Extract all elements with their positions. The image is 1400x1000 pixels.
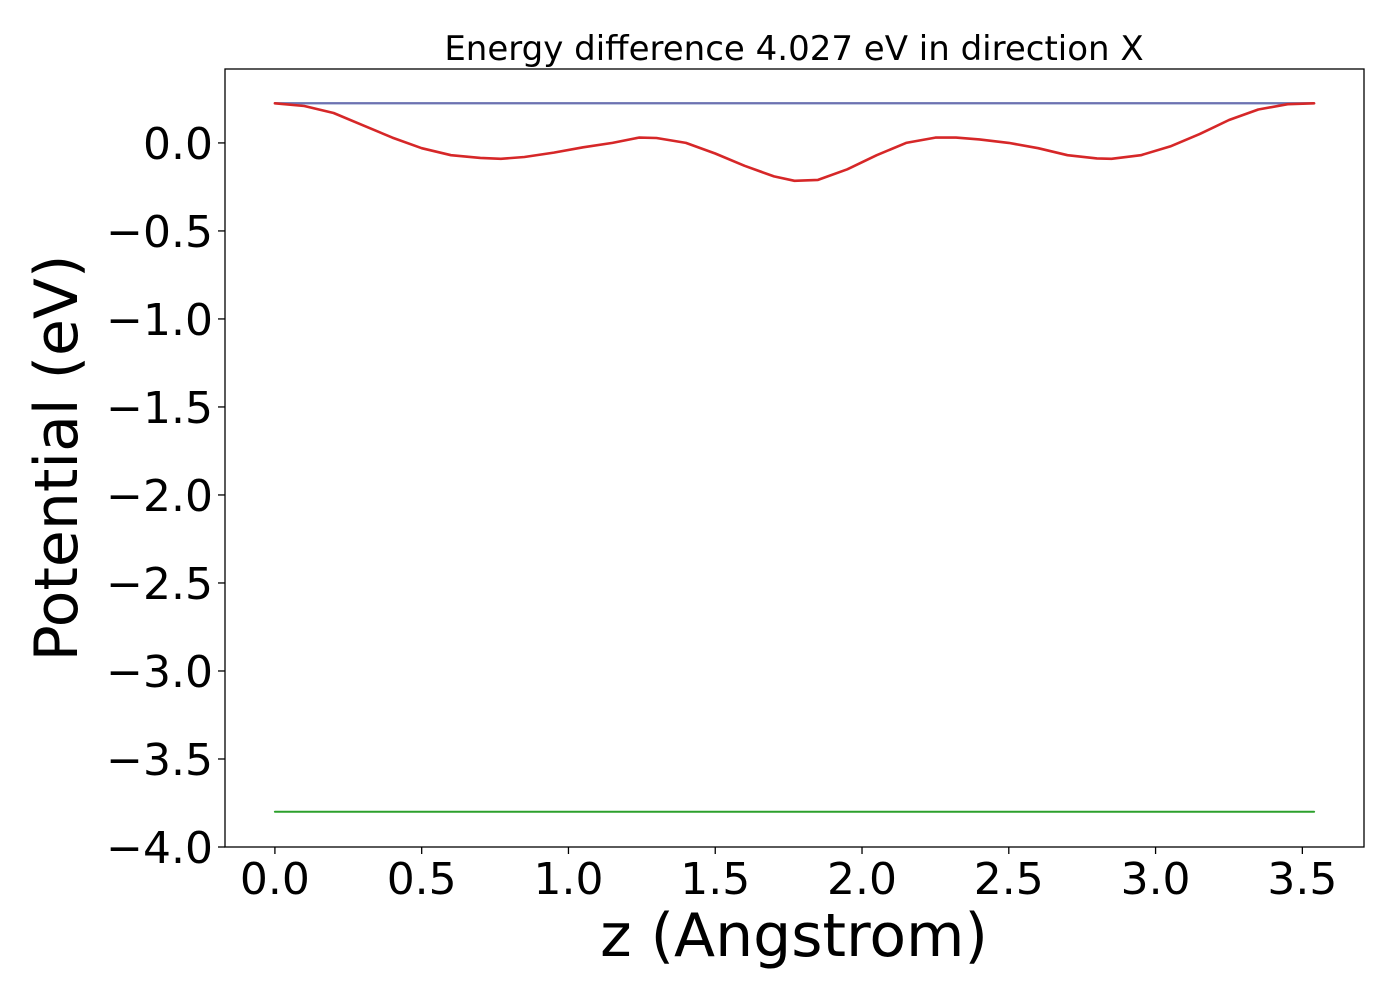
y-tick-label: 0.0: [143, 119, 213, 170]
x-tick-label: 0.0: [240, 854, 310, 905]
plot-area: [224, 68, 1365, 848]
y-tick-label: −3.5: [106, 735, 213, 786]
y-tick-label: −4.0: [106, 823, 213, 874]
x-tick-label: 1.0: [533, 854, 603, 905]
plot-frame: [224, 68, 1365, 848]
series-line-red: [273, 102, 1316, 183]
chart-title: Energy difference 4.027 eV in direction …: [444, 29, 1143, 69]
x-tick-label: 3.0: [1121, 854, 1191, 905]
y-tick-label: −0.5: [106, 207, 213, 258]
y-tick-label: −1.5: [106, 383, 213, 434]
y-axis: 0.0 −0.5 −1.0 −1.5 −2.0 −2.5 −3.0 −3.5 −4.0: [106, 119, 225, 874]
y-tick-label: −2.5: [106, 559, 213, 610]
y-tick-label: −1.0: [106, 295, 213, 346]
y-axis-label: Potential (eV): [22, 255, 92, 662]
x-tick-label: 1.5: [680, 854, 750, 905]
y-tick-label: −2.0: [106, 471, 213, 522]
x-axis: 0.0 0.5 1.0 1.5 2.0 2.5 3.0 3.5: [240, 847, 1337, 905]
series-layer: [273, 102, 1316, 813]
x-axis-label: z (Angstrom): [600, 901, 988, 971]
y-tick-label: −3.0: [106, 647, 213, 698]
x-tick-label: 2.5: [974, 854, 1044, 905]
x-tick-label: 0.5: [387, 854, 457, 905]
x-tick-label: 2.0: [827, 854, 897, 905]
x-tick-label: 3.5: [1267, 854, 1337, 905]
